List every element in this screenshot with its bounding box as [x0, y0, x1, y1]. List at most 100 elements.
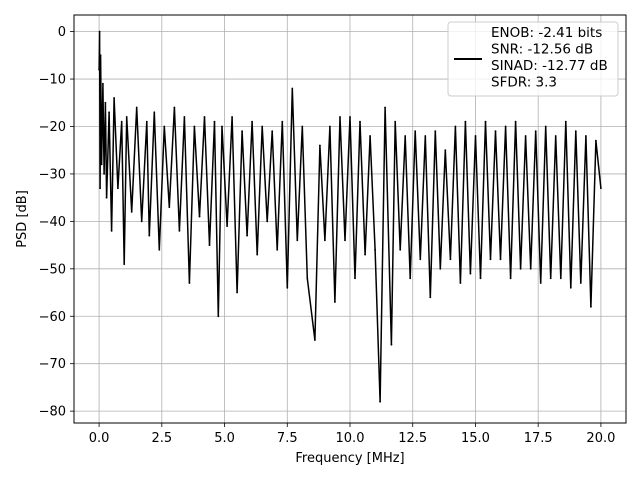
- psd-point: [559, 277, 562, 280]
- psd-point: [241, 130, 244, 133]
- psd-point: [364, 253, 366, 256]
- psd-point: [590, 305, 592, 308]
- psd-point: [459, 282, 462, 284]
- psd-point: [296, 239, 299, 242]
- psd-point: [514, 120, 517, 123]
- psd-point: [554, 135, 557, 137]
- psd-point: [178, 230, 181, 232]
- psd-point: [188, 282, 191, 284]
- psd-point: [339, 116, 341, 118]
- psd-point: [231, 116, 234, 118]
- psd-point: [158, 248, 161, 251]
- x-tick-label: 7.5: [277, 431, 298, 446]
- y-axis-label: PSD [dB]: [15, 190, 30, 248]
- series-layer: [98, 30, 602, 403]
- psd-point: [130, 211, 133, 213]
- psd-point: [399, 248, 402, 251]
- psd-point: [193, 125, 196, 128]
- x-tick-label: 10.0: [336, 431, 365, 446]
- psd-point: [414, 130, 417, 133]
- psd-point: [301, 125, 304, 128]
- x-axis-label: Frequency [MHz]: [295, 451, 404, 466]
- psd-point: [384, 106, 386, 109]
- x-tick-label: 12.5: [398, 431, 427, 446]
- ticks: 0.0 2.5 5.0 7.5 10.0 12.5 15.0 17.5 20.0 0 −10 −20 −…: [39, 25, 616, 446]
- psd-point: [349, 116, 351, 118]
- psd-point: [379, 400, 381, 403]
- psd-point: [256, 253, 259, 256]
- psd-point: [479, 277, 482, 280]
- psd-point: [439, 267, 442, 270]
- psd-point: [281, 120, 284, 123]
- psd-point: [251, 120, 254, 123]
- psd-point: [509, 277, 512, 280]
- psd-point: [306, 277, 309, 280]
- psd-point: [145, 120, 148, 123]
- psd-point: [100, 163, 103, 166]
- y-tick-label: −80: [39, 405, 66, 420]
- y-tick-label: −50: [39, 262, 66, 277]
- y-tick-label: 0: [58, 25, 66, 40]
- psd-point: [579, 282, 582, 284]
- psd-point: [484, 120, 487, 123]
- psd-point: [117, 187, 119, 190]
- psd-point: [334, 301, 336, 303]
- x-tick-label: 15.0: [461, 431, 490, 446]
- psd-point: [354, 277, 356, 280]
- psd-point: [110, 230, 113, 232]
- psd-point: [183, 116, 186, 118]
- psd-point: [444, 149, 447, 152]
- psd-point: [203, 116, 206, 118]
- legend-sfdr: SFDR: 3.3: [491, 75, 557, 91]
- x-tick-label: 0.0: [89, 431, 110, 446]
- psd-point: [494, 130, 497, 133]
- psd-point: [409, 277, 412, 280]
- psd-point: [595, 139, 597, 142]
- psd-point: [329, 125, 331, 128]
- psd-point: [123, 263, 126, 265]
- y-tick-label: −20: [39, 120, 66, 135]
- psd-point: [529, 267, 532, 270]
- psd-point: [519, 267, 522, 270]
- psd-point: [314, 339, 316, 341]
- psd-point: [534, 130, 537, 133]
- y-tick-label: −10: [39, 73, 66, 88]
- psd-point: [120, 120, 123, 123]
- psd-point: [344, 239, 346, 242]
- psd-point: [217, 315, 220, 318]
- psd-point: [549, 277, 552, 280]
- psd-point: [539, 282, 542, 284]
- psd-point: [99, 187, 101, 190]
- psd-point: [271, 130, 274, 133]
- psd-point: [404, 135, 407, 137]
- psd-point: [226, 225, 229, 228]
- legend: ENOB: -2.41 bits SNR: -12.56 dB SINAD: -…: [447, 21, 619, 97]
- psd-point: [390, 343, 393, 346]
- legend-enob: ENOB: -2.41 bits: [491, 25, 602, 41]
- x-tick-label: 5.0: [214, 431, 235, 446]
- psd-point: [474, 135, 477, 137]
- psd-point: [105, 196, 108, 199]
- psd-point: [113, 97, 115, 99]
- psd-point: [135, 106, 138, 109]
- x-tick-label: 17.5: [524, 431, 553, 446]
- psd-point: [319, 144, 321, 147]
- psd-point: [504, 125, 507, 128]
- y-tick-label: −60: [39, 310, 66, 325]
- psd-point: [173, 106, 176, 109]
- psd-point: [140, 220, 143, 223]
- psd-point: [585, 135, 587, 137]
- psd-point: [261, 125, 264, 128]
- psd-point: [524, 135, 527, 137]
- psd-point: [324, 239, 326, 242]
- x-tick-label: 2.5: [151, 431, 172, 446]
- psd-point: [168, 206, 171, 209]
- psd-point: [374, 248, 376, 251]
- psd-point: [429, 296, 432, 299]
- psd-point: [102, 82, 104, 85]
- psd-point: [266, 220, 269, 223]
- psd-point: [544, 125, 547, 128]
- psd-point: [236, 291, 239, 294]
- psd-point: [286, 286, 289, 289]
